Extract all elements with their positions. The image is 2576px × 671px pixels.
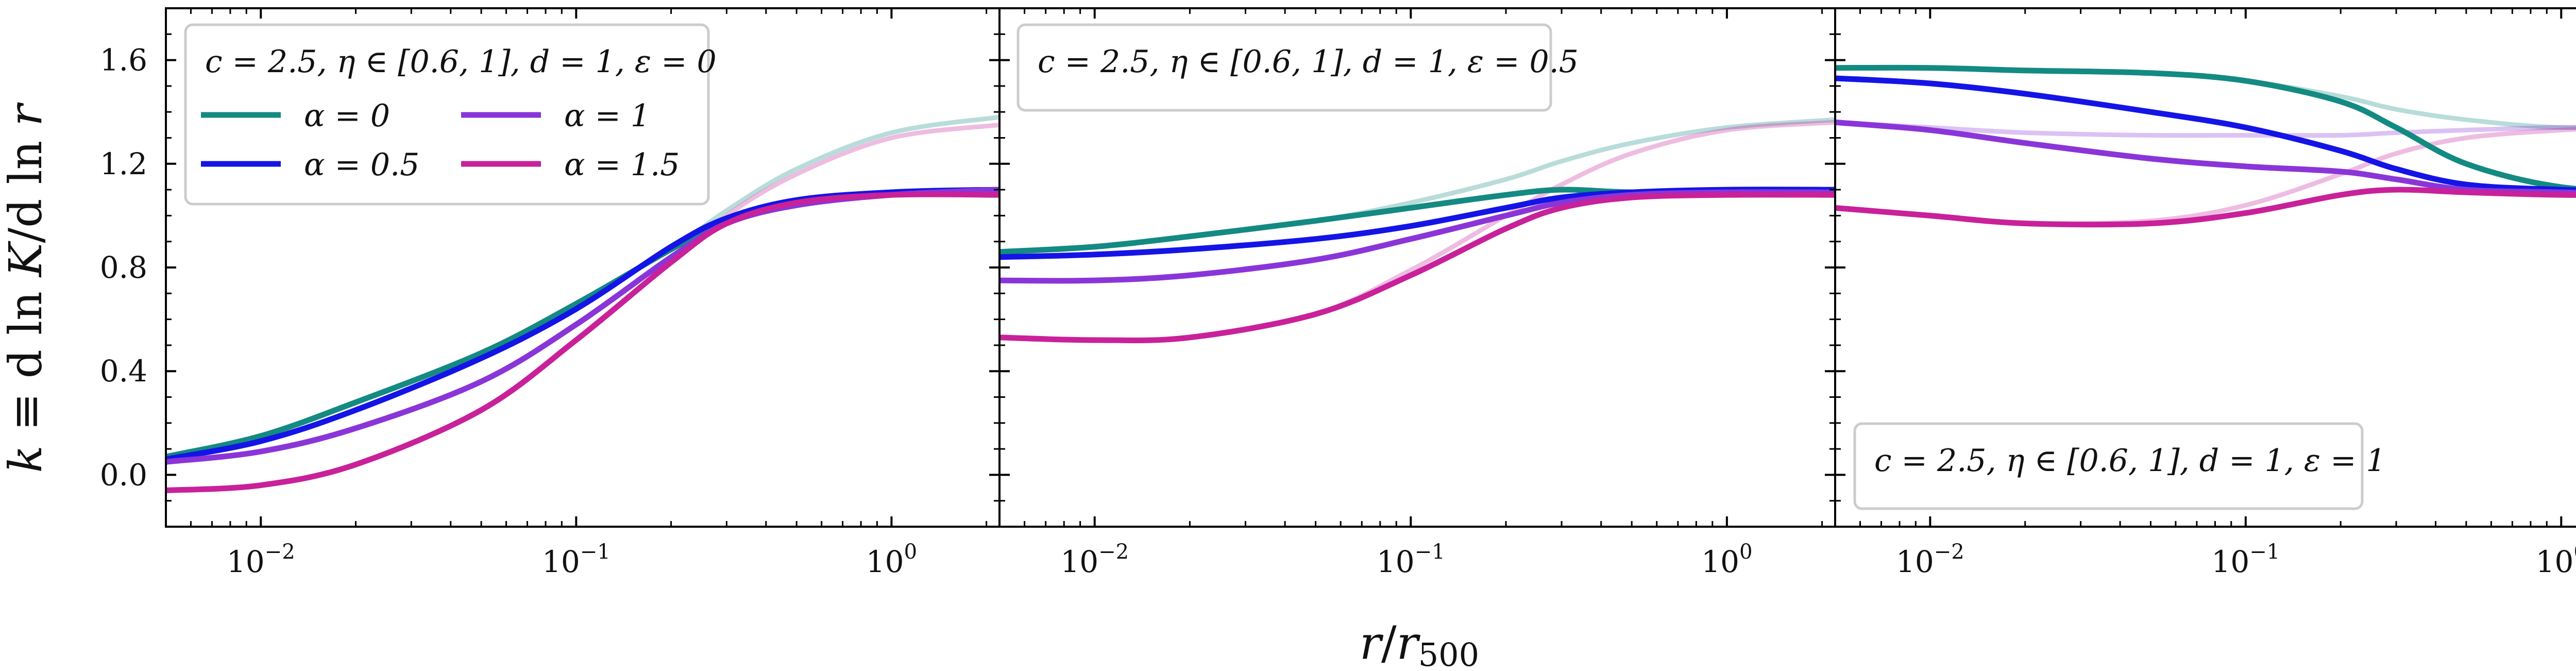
x-axis-label-sub: 500 [1418,636,1479,671]
x-tick-label: 100 [1701,540,1752,579]
series-line-faint [1835,127,2576,226]
panel-right: 10−2 10−1 100 c = 2.5, η ∈ [0.6, 1], d = 1,… [1834,7,2576,579]
y-tick-label: 0.0 [100,457,147,492]
y-axis-label-k: k [0,445,52,473]
x-axis-label: r/r500 [1360,616,1479,671]
series-group [999,117,1835,343]
legend-middle: c = 2.5, η ∈ [0.6, 1], d = 1, ε = 0.5 [1016,23,1579,112]
series-group [166,114,999,494]
legend-label: α = 0.5 [304,147,419,183]
series-line [1835,75,2576,193]
series-group [1835,64,2576,228]
legend-left: c = 2.5, η ∈ [0.6, 1], d = 1, ε = 0 α = 0… [184,23,717,206]
legend-label: α = 1.5 [564,147,680,183]
legend-title: c = 2.5, η ∈ [0.6, 1], d = 1, ε = 0.5 [1038,44,1579,80]
y-axis-label-mid2: /d ln [0,126,52,243]
legend-frame [1016,23,1552,112]
y-tick-label: 0.8 [100,250,147,285]
y-tick-label: 1.2 [100,146,147,181]
y-axis-label-r: r [0,102,52,126]
series-line [999,192,1835,343]
x-tick-label: 10−2 [227,540,295,579]
legend-frame [1853,422,2364,510]
series-line [166,187,999,465]
series-line-faint [999,117,1835,255]
panels: 0.0 0.4 0.8 1.2 1.6 10−2 10−1 100 c = 2.5, η ∈ [… [100,7,2576,579]
series-line [1835,64,2576,192]
legend-title: c = 2.5, η ∈ [0.6, 1], d = 1, ε = 0 [205,44,717,80]
x-axis-label-r: r [1360,616,1384,669]
series-line-faint [999,120,1835,343]
x-tick-label: 10−1 [2211,540,2280,579]
y-axis-label-mid: ≡ d ln [0,277,52,445]
x-tick-label: 10−2 [1060,540,1129,579]
x-tick-label: 10−2 [1896,540,1964,579]
y-tick-label: 1.6 [100,43,147,78]
x-axis-label-r2: r [1397,616,1421,669]
series-line [166,191,999,494]
legend-frame [184,23,710,206]
y-axis-label: k ≡ d ln K/d ln r [0,102,52,473]
y-tick-label: 0.4 [100,354,147,389]
legend-right: c = 2.5, η ∈ [0.6, 1], d = 1, ε = 1 [1853,422,2386,510]
x-tick-label: 100 [2536,540,2576,579]
legend-title: c = 2.5, η ∈ [0.6, 1], d = 1, ε = 1 [1874,443,2386,479]
legend-label: α = 0 [304,98,390,134]
x-tick-label: 10−1 [1377,540,1445,579]
panel-middle: 10−2 10−1 100 c = 2.5, η ∈ [0.6, 1], d = 1,… [998,7,1836,579]
x-tick-label: 10−1 [542,540,611,579]
legend-label: α = 1 [564,98,650,134]
x-tick-label: 100 [866,540,917,579]
panel-left: 0.0 0.4 0.8 1.2 1.6 10−2 10−1 100 c = 2.5, η ∈ [… [100,7,1001,579]
series-line [1835,187,2576,228]
y-axis-label-K: K [0,241,52,278]
series-line [166,187,999,462]
x-axis-label-slash: / [1381,616,1397,669]
